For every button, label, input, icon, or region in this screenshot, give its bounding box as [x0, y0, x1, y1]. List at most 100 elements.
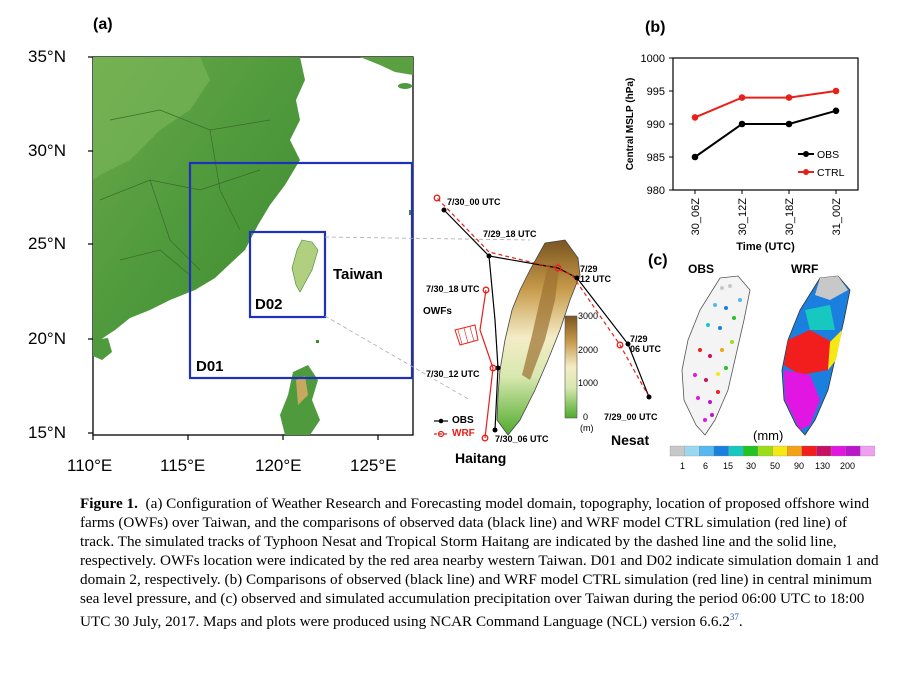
time-label: 7/29_18 UTC	[483, 229, 537, 239]
caption-head: Figure 1.	[80, 495, 138, 512]
d01-label: D01	[196, 358, 224, 375]
haitang-obs-track	[488, 255, 499, 431]
d02-label: D02	[255, 296, 283, 313]
d01-box	[188, 161, 414, 380]
elev-unit: (m)	[580, 423, 594, 433]
colorbar-cell	[757, 445, 773, 457]
taiwan-small	[291, 239, 319, 293]
wrf-mid	[805, 305, 835, 330]
y-tick-label: 980	[647, 185, 665, 197]
nesat-label: Nesat	[611, 432, 650, 448]
colorbar-cell	[713, 445, 729, 457]
legend-obs-label: OBS	[452, 415, 474, 426]
luzon-peak	[296, 376, 308, 405]
time-label: 7/29 06 UTC	[630, 334, 662, 354]
data-point-obs	[738, 120, 746, 128]
colorbar-cell	[816, 445, 832, 457]
elev-tick: 3000	[578, 311, 599, 321]
precip-tick: 6	[703, 461, 709, 471]
wrf-map-title: WRF	[791, 262, 819, 276]
taiwan-label: Taiwan	[333, 266, 383, 283]
colorbar-cell	[801, 445, 817, 457]
x-tick-label: 30_18Z	[784, 198, 796, 236]
obs-map-title: OBS	[688, 262, 715, 276]
y-tick-label: 1000	[641, 53, 665, 65]
precip-tick: 90	[794, 461, 805, 471]
lat-tick-label: 15°N	[28, 423, 66, 442]
y-axis-label: Central MSLP (hPa)	[625, 78, 636, 171]
data-point-ctrl	[832, 87, 840, 95]
x-tick-label: 30_06Z	[690, 198, 702, 236]
colorbar-cell	[699, 445, 715, 457]
elev-tick: 0	[583, 412, 589, 422]
nesat-wrf-track	[436, 197, 650, 398]
islet	[409, 210, 412, 215]
precip-maps	[669, 275, 875, 457]
lon-tick-label: 125°E	[350, 456, 397, 475]
colorbar-cell	[845, 445, 861, 457]
caption-ref[interactable]: 37	[729, 612, 739, 622]
caption-body: (a) Configuration of Weather Research an…	[80, 495, 879, 631]
elev-tick: 1000	[578, 378, 599, 388]
lat-tick-label: 35°N	[28, 47, 66, 66]
owfs-label: OWFs	[423, 306, 452, 317]
colorbar-cell	[743, 445, 759, 457]
legend-marker	[803, 169, 809, 175]
x-axis-label: Time (UTC)	[736, 241, 795, 253]
precip-tick: 130	[815, 461, 831, 471]
owfs-area	[454, 324, 479, 346]
data-point-ctrl	[785, 94, 793, 101]
time-label: 7/29 12 UTC	[580, 264, 612, 284]
precip-colorbar	[669, 445, 875, 457]
time-label: 7/30_12 UTC	[426, 369, 480, 379]
colorbar-cell	[728, 445, 744, 457]
series-line-ctrl	[694, 90, 837, 119]
elevation-colorbar	[564, 315, 578, 419]
lon-tick-label: 120°E	[255, 456, 302, 475]
haitang-wrf-track	[479, 289, 494, 439]
legend-label: OBS	[817, 149, 839, 161]
mainland-highland	[93, 57, 210, 180]
x-tick-label: 31_00Z	[831, 198, 843, 236]
y-tick-label: 985	[647, 152, 665, 164]
obs-stations	[693, 284, 742, 422]
panel-c-label: (c)	[648, 252, 668, 269]
wrf-east	[828, 330, 842, 370]
colorbar-cell	[669, 445, 685, 457]
colorbar-cell	[684, 445, 700, 457]
lat-tick-label: 20°N	[28, 329, 66, 348]
wrf-south	[784, 370, 820, 430]
series-line-obs	[694, 109, 837, 158]
precip-tick: 50	[770, 461, 781, 471]
time-label: 7/29_00 UTC	[604, 412, 658, 422]
wrf-north	[815, 276, 848, 300]
precip-tick: 30	[746, 461, 757, 471]
legend-wrf-label: WRF	[452, 428, 475, 439]
leader-line	[324, 236, 531, 241]
colorbar-cell	[860, 445, 875, 457]
lon-tick-label: 110°E	[67, 456, 113, 475]
x-tick-label: 30_12Z	[737, 198, 749, 236]
lat-tick-label: 30°N	[28, 141, 66, 160]
japan-island	[398, 83, 412, 89]
elev-tick: 2000	[578, 345, 599, 355]
obs-taiwan	[681, 275, 751, 436]
precip-tick: 200	[840, 461, 856, 471]
colorbar-cell	[786, 445, 802, 457]
time-label: 7/30_00 UTC	[447, 197, 501, 207]
colorbar-cell	[830, 445, 846, 457]
data-point-ctrl	[738, 94, 746, 101]
y-tick-label: 995	[647, 86, 665, 98]
panel-b-label: (b)	[645, 19, 665, 36]
legend-marker	[803, 151, 809, 157]
owfs-hatch	[457, 326, 475, 345]
lat-tick-label: 25°N	[28, 234, 66, 253]
time-label: 7/30_06 UTC	[495, 434, 549, 444]
province-borders	[99, 109, 271, 276]
figure-caption: Figure 1. (a) Configuration of Weather R…	[80, 495, 879, 631]
panel-a-label: (a)	[93, 16, 113, 33]
northeast-land	[360, 57, 413, 75]
legend-label: CTRL	[817, 167, 845, 179]
data-point-obs	[691, 153, 699, 161]
mountain-ridge	[522, 262, 560, 380]
